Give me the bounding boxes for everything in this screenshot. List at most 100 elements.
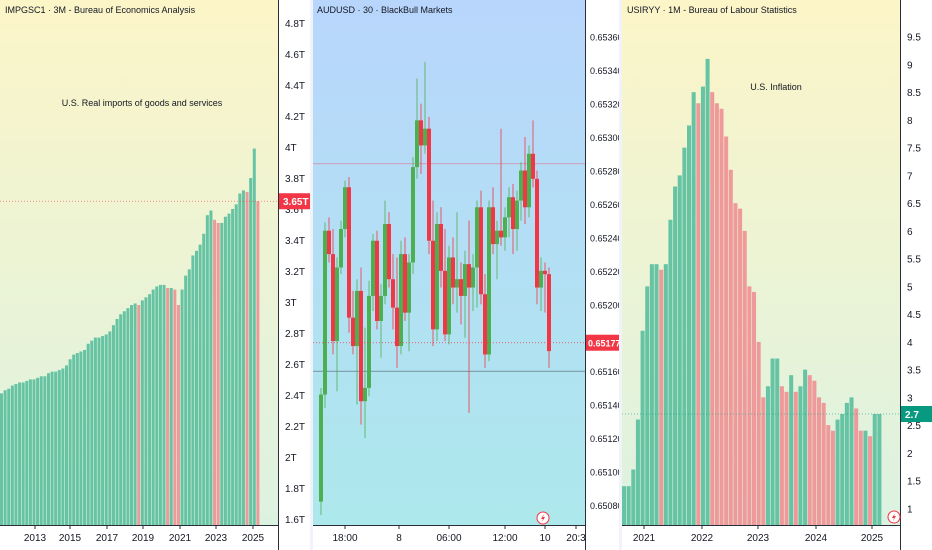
panel-divider[interactable]	[619, 0, 622, 550]
data-bar	[83, 349, 87, 525]
y-tick-label: 3	[907, 393, 913, 404]
data-bar	[830, 430, 835, 525]
candle-body	[343, 187, 347, 230]
data-bar	[176, 305, 180, 525]
x-tick-label: 06:00	[436, 533, 461, 544]
panel-divider[interactable]	[310, 0, 313, 550]
time-axis[interactable]	[622, 525, 900, 550]
data-bar	[90, 340, 94, 525]
data-bar	[798, 386, 803, 525]
price-axis[interactable]	[278, 0, 310, 550]
data-bar	[10, 385, 14, 525]
time-axis[interactable]	[313, 525, 585, 550]
last-value-label: 3.65T	[283, 197, 309, 208]
y-tick-label: 3T	[285, 298, 297, 309]
candle	[415, 78, 419, 179]
y-tick-label: 9.5	[907, 33, 921, 44]
data-bar	[68, 359, 72, 525]
data-bar	[50, 371, 54, 525]
lightning-icon[interactable]	[887, 510, 901, 524]
data-bar	[28, 379, 32, 525]
candle	[471, 254, 475, 311]
data-bar	[234, 204, 238, 525]
y-tick-label: 3.6T	[285, 205, 305, 216]
y-tick-label: 3.4T	[285, 236, 305, 247]
x-tick-label: 12:00	[492, 533, 517, 544]
y-tick-label: 1.8T	[285, 484, 305, 495]
candle-body	[351, 317, 355, 347]
data-bar	[202, 233, 206, 525]
candle-body	[323, 230, 327, 395]
data-bar	[645, 286, 650, 525]
candle	[367, 280, 371, 397]
imports-chart: 1.6T 1.8T 2T 2.2T 2.4T 2.6T 2.8T 3T 3.2T 3.4T 3.6T…	[0, 0, 310, 550]
data-bar	[209, 210, 213, 526]
data-bar	[25, 380, 29, 525]
candle	[339, 220, 343, 275]
candle-body	[507, 197, 511, 218]
candle-body	[383, 224, 387, 296]
lightning-icon[interactable]	[536, 511, 550, 525]
candle-body	[503, 217, 507, 238]
data-bar	[733, 203, 738, 525]
candle-body	[347, 187, 351, 318]
data-bar	[770, 358, 775, 525]
price-axis[interactable]	[585, 0, 619, 550]
data-bar	[93, 337, 97, 525]
lightning-icon-glyph	[892, 513, 896, 521]
candle	[467, 220, 471, 413]
y-tick-label: 8.5	[907, 88, 921, 99]
candle-body	[491, 207, 495, 245]
candle-body	[527, 153, 531, 208]
y-tick-label: 7.5	[907, 144, 921, 155]
candle	[399, 240, 403, 355]
data-bar	[687, 125, 692, 525]
y-tick-label: 2.4T	[285, 391, 305, 402]
y-tick-label: 2	[907, 449, 913, 460]
data-bar	[872, 414, 877, 525]
candle-body	[531, 153, 535, 179]
price-axis[interactable]	[900, 0, 932, 550]
candle-body	[539, 270, 543, 288]
last-value-tag	[901, 406, 932, 423]
candle	[323, 222, 327, 408]
data-bar	[256, 201, 260, 526]
data-bar	[682, 147, 687, 525]
data-bar	[840, 414, 845, 525]
x-tick-label: 2025	[861, 533, 884, 544]
candle	[547, 267, 551, 368]
data-bar	[252, 148, 256, 525]
x-tick-label: 18:00	[332, 533, 357, 544]
candle	[487, 200, 491, 362]
data-bar	[807, 375, 812, 525]
candle-body	[431, 240, 435, 330]
data-bar	[213, 219, 217, 525]
data-bar	[241, 190, 245, 525]
data-bar	[756, 341, 761, 525]
last-value-label: 2.7	[905, 410, 919, 421]
data-bar	[169, 287, 173, 525]
data-bar	[216, 222, 220, 525]
inflation-chart-panel[interactable]: 1 1.5 2 2.5 3 3.5 4 4.5 5 5.5 6 6.5 7 7.5 8 8.5 9 9.5 2.7 2…	[622, 0, 932, 550]
data-bar	[789, 375, 794, 525]
data-bar	[18, 382, 22, 525]
candle-body	[443, 270, 447, 335]
time-axis[interactable]	[0, 525, 278, 550]
candle	[463, 250, 467, 338]
imports-chart-panel[interactable]: 1.6T 1.8T 2T 2.2T 2.4T 2.6T 2.8T 3T 3.2T 3.4T 3.6T…	[0, 0, 310, 550]
plot-area[interactable]	[622, 0, 900, 525]
candle-body	[355, 290, 359, 347]
y-tick-label: 4T	[285, 143, 297, 154]
data-bar	[821, 402, 826, 525]
data-bar	[803, 369, 808, 525]
candle	[543, 262, 547, 313]
data-bar	[649, 264, 654, 525]
data-bar	[119, 314, 123, 525]
